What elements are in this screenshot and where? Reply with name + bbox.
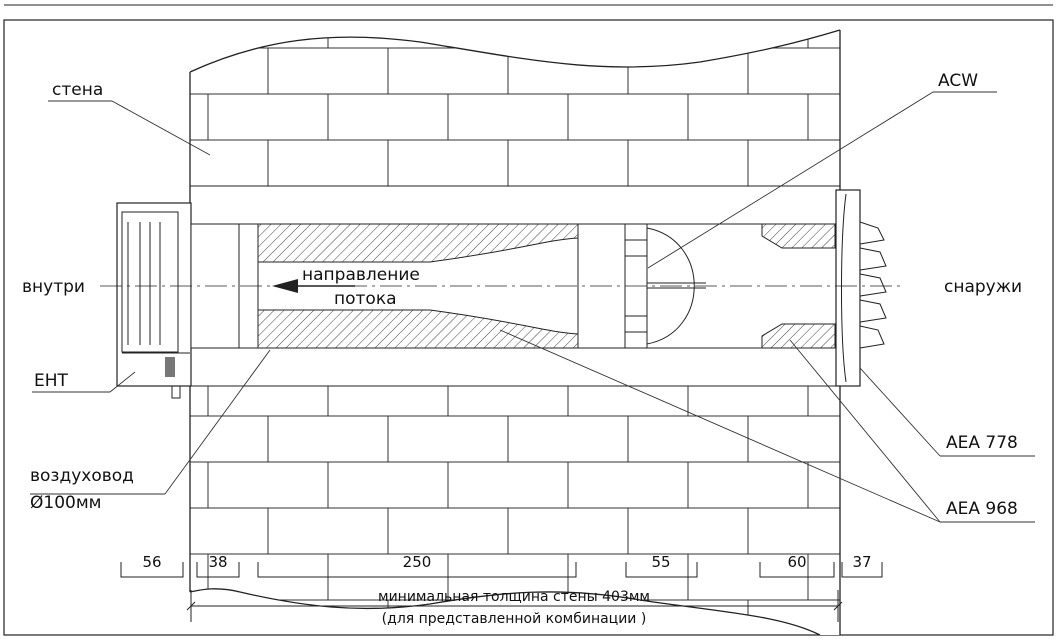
leader-lines (30, 91, 1035, 523)
label-flow-line2: потока (334, 289, 397, 309)
wall-top-edge (189, 29, 841, 73)
eht-unit (116, 202, 192, 399)
frame-border (3, 19, 1054, 636)
label-outside: снаружи (944, 277, 1022, 297)
label-duct-line1: воздуховод (30, 466, 134, 486)
aea778-grille (835, 189, 887, 387)
label-wall: стена (52, 80, 103, 100)
total-thickness-line2: (для представленной комбинации ) (382, 611, 647, 627)
label-eht: EHT (34, 371, 69, 391)
dim-60: 60 (787, 553, 806, 571)
total-thickness-line1: минимальная толщина стены 403мм (378, 589, 650, 605)
wall-bottom-edge (189, 588, 821, 636)
flow-arrow-head (272, 279, 298, 293)
dim-37: 37 (852, 553, 871, 571)
duct-wall-bottom (257, 309, 579, 349)
dim-250: 250 (403, 553, 432, 571)
label-inside: внутри (22, 277, 85, 297)
dimension-lines (120, 562, 883, 622)
label-acw: ACW (938, 71, 978, 91)
aea968-outer (761, 223, 836, 349)
label-flow-line1: направление (302, 265, 420, 285)
label-duct-line2: Ø100мм (30, 493, 101, 513)
duct-wall-top (257, 223, 579, 263)
dim-55: 55 (651, 553, 670, 571)
label-aea968: AEA 968 (946, 499, 1018, 519)
dim-56: 56 (142, 553, 161, 571)
dim-38: 38 (208, 553, 227, 571)
label-aea778: AEA 778 (946, 433, 1018, 453)
